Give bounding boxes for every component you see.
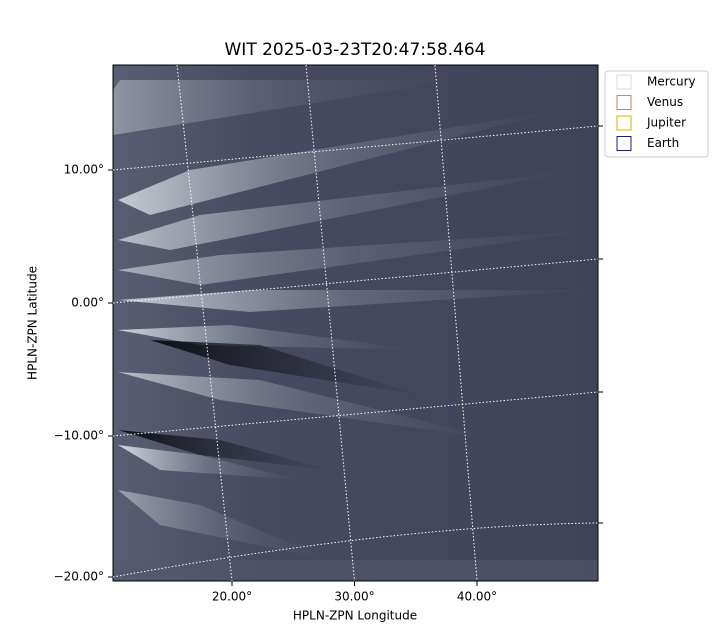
image xyxy=(113,65,598,581)
legend-swatch xyxy=(616,74,632,90)
y-axis-label: HPLN-ZPN Latitude xyxy=(26,266,40,380)
grid-line xyxy=(112,522,599,578)
x-tick-label: 40.00° xyxy=(457,590,497,604)
legend-label: Jupiter xyxy=(646,116,686,130)
grid-line xyxy=(112,391,599,437)
x-tick-label: 20.00° xyxy=(212,590,252,604)
legend-label: Mercury xyxy=(647,75,696,89)
legend-label: Venus xyxy=(647,95,683,109)
grid-line xyxy=(112,125,599,171)
grid-line xyxy=(434,64,478,582)
plot-frame xyxy=(112,64,599,582)
legend-label: Earth xyxy=(647,136,679,150)
y-tick-label: 0.00° xyxy=(71,296,104,310)
x-axis-label: HPLN-ZPN Longitude xyxy=(293,609,417,623)
y-tick-label: −10.00° xyxy=(54,429,104,443)
grid-line xyxy=(176,64,233,582)
legend-swatch xyxy=(616,136,632,151)
y-tick-label: 10.00° xyxy=(64,163,104,177)
grid-line xyxy=(112,258,599,304)
legend-swatch xyxy=(616,115,632,131)
legend-swatch xyxy=(616,95,632,110)
legend xyxy=(604,70,709,158)
grid-line xyxy=(305,64,355,582)
chart-title: WIT 2025-03-23T20:47:58.464 xyxy=(225,40,486,60)
x-tick-label: 30.00° xyxy=(334,590,374,604)
y-tick-label: −20.00° xyxy=(54,570,104,584)
